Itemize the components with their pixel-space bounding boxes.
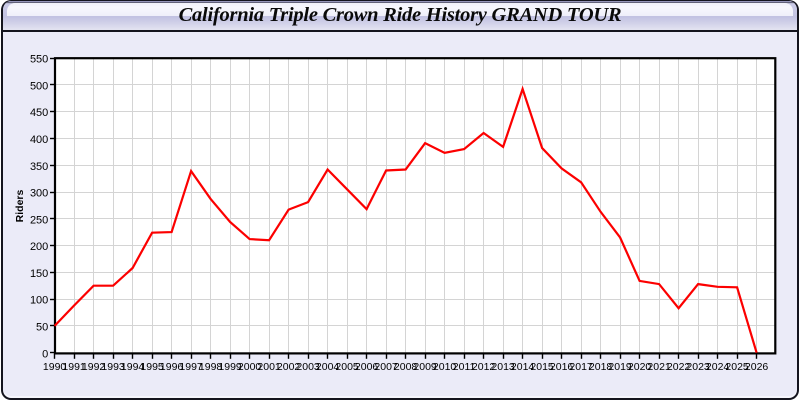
svg-text:1994: 1994	[121, 361, 145, 373]
svg-text:1990: 1990	[43, 361, 67, 373]
svg-text:2022: 2022	[667, 361, 691, 373]
svg-text:2015: 2015	[530, 361, 554, 373]
svg-text:100: 100	[30, 295, 48, 307]
svg-text:2009: 2009	[413, 361, 437, 373]
svg-text:1993: 1993	[101, 361, 125, 373]
svg-text:2020: 2020	[628, 361, 652, 373]
svg-text:250: 250	[30, 214, 48, 226]
svg-text:1991: 1991	[62, 361, 86, 373]
svg-text:550: 550	[30, 54, 48, 66]
svg-text:2021: 2021	[647, 361, 671, 373]
svg-text:2002: 2002	[277, 361, 301, 373]
svg-text:0: 0	[42, 348, 48, 360]
svg-text:1996: 1996	[160, 361, 184, 373]
svg-text:Riders: Riders	[14, 190, 26, 223]
svg-text:2016: 2016	[550, 361, 574, 373]
svg-text:2017: 2017	[569, 361, 593, 373]
svg-text:2001: 2001	[257, 361, 281, 373]
svg-text:2000: 2000	[238, 361, 262, 373]
svg-text:2019: 2019	[608, 361, 632, 373]
svg-text:2003: 2003	[296, 361, 320, 373]
svg-text:1998: 1998	[199, 361, 223, 373]
svg-text:500: 500	[30, 80, 48, 92]
svg-text:1992: 1992	[82, 361, 106, 373]
svg-text:2008: 2008	[394, 361, 418, 373]
svg-text:450: 450	[30, 107, 48, 119]
svg-text:2013: 2013	[491, 361, 515, 373]
svg-text:2012: 2012	[472, 361, 496, 373]
svg-text:1999: 1999	[218, 361, 242, 373]
svg-text:400: 400	[30, 134, 48, 146]
svg-text:150: 150	[30, 268, 48, 280]
svg-text:200: 200	[30, 241, 48, 253]
svg-text:2018: 2018	[589, 361, 613, 373]
svg-text:300: 300	[30, 188, 48, 200]
svg-text:1995: 1995	[140, 361, 164, 373]
svg-text:2004: 2004	[316, 361, 340, 373]
svg-text:2007: 2007	[374, 361, 398, 373]
svg-text:2023: 2023	[686, 361, 710, 373]
svg-text:350: 350	[30, 161, 48, 173]
svg-text:2006: 2006	[355, 361, 379, 373]
svg-text:2026: 2026	[745, 361, 769, 373]
svg-text:2010: 2010	[433, 361, 457, 373]
svg-text:50: 50	[36, 322, 48, 334]
svg-text:2011: 2011	[453, 361, 476, 373]
svg-text:2005: 2005	[335, 361, 359, 373]
svg-text:2014: 2014	[511, 361, 535, 373]
svg-text:1997: 1997	[179, 361, 203, 373]
svg-text:2025: 2025	[725, 361, 749, 373]
svg-text:2024: 2024	[706, 361, 730, 373]
